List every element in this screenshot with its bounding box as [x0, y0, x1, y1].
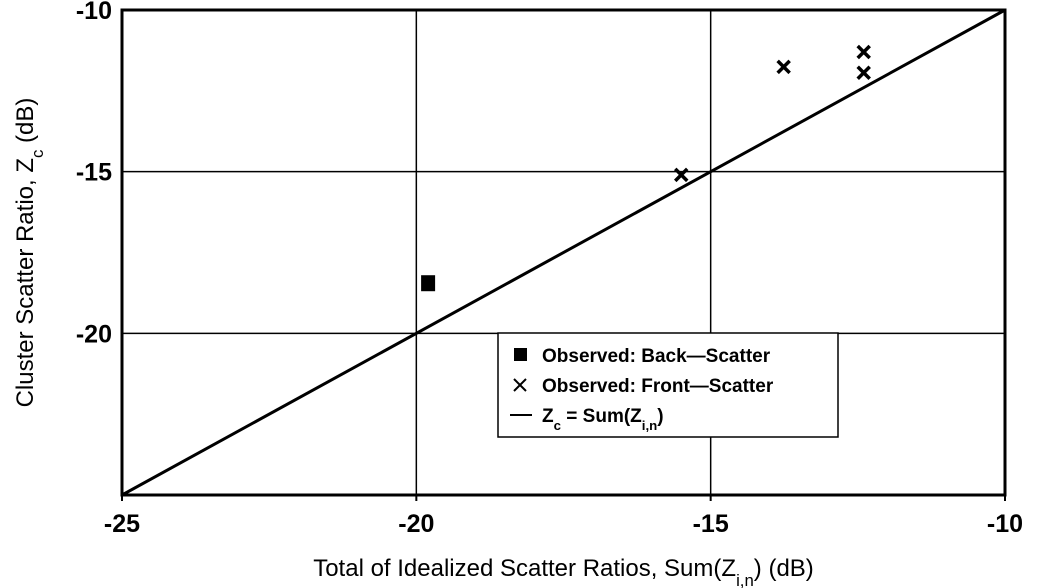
text-part: = Sum(Z	[561, 406, 642, 427]
y-tick-label: -10	[76, 0, 112, 25]
subscript: c	[28, 150, 47, 158]
text-part: Z	[542, 406, 554, 427]
text-part: (dB)	[12, 98, 39, 150]
y-axis-label: Cluster Scatter Ratio, Zc (dB)	[12, 98, 47, 408]
legend-label: Zc = Sum(Zi,n)	[542, 406, 664, 433]
legend-label: Observed: Front—Scatter	[542, 376, 774, 397]
text-part: ) (dB)	[754, 555, 814, 582]
point	[856, 65, 871, 80]
subscript: c	[554, 418, 561, 433]
plot-frame	[120, 8, 1007, 497]
text-part: Observed: Back—Scatter	[542, 346, 771, 367]
legend-swatch	[514, 348, 527, 361]
y-tick-label: -20	[76, 320, 112, 348]
legend-swatch	[513, 378, 527, 392]
text-part: Observed: Front—Scatter	[542, 376, 774, 397]
text-part: Total of Idealized Scatter Ratios, Sum(Z	[313, 555, 736, 582]
subscript: i,n	[736, 571, 754, 588]
point	[776, 59, 791, 75]
x-tick-label: -20	[398, 510, 434, 538]
fit-line	[121, 8, 1006, 497]
text-part: Cluster Scatter Ratio, Z	[12, 158, 39, 407]
point	[856, 44, 871, 60]
legend-label: Observed: Back—Scatter	[542, 346, 771, 367]
x-tick-label: -10	[987, 510, 1023, 538]
subscript: i,n	[642, 418, 658, 433]
y-tick-label: -15	[76, 159, 112, 187]
legend-box	[497, 332, 839, 438]
x-axis-label: Total of Idealized Scatter Ratios, Sum(Z…	[313, 555, 814, 588]
x-tick-label: -25	[104, 510, 140, 538]
x-tick-label: -15	[693, 510, 729, 538]
point	[421, 275, 436, 292]
text-part: )	[657, 406, 663, 427]
point	[673, 167, 689, 183]
